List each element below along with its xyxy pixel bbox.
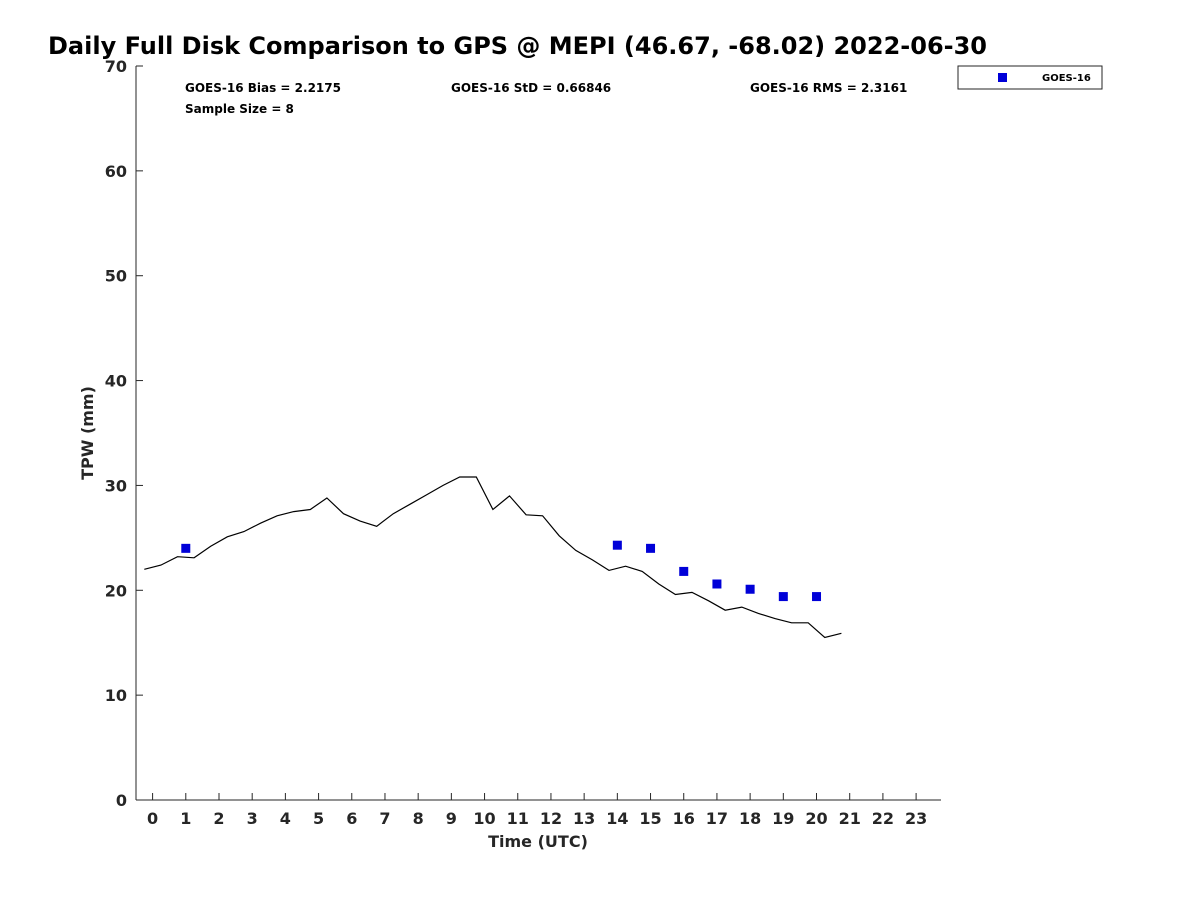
x-tick-label: 21 [839,809,861,828]
x-tick-label: 17 [706,809,728,828]
bias-stat: GOES-16 Bias = 2.2175 [185,81,341,95]
legend-marker-goes16 [998,73,1007,82]
x-tick-label: 0 [147,809,158,828]
goes16-point [646,543,656,553]
x-tick-label: 12 [540,809,562,828]
x-tick-label: 7 [379,809,390,828]
y-tick-label: 0 [116,791,127,810]
x-axis-label: Time (UTC) [488,832,588,851]
legend-box [957,65,1103,90]
x-tick-label: 14 [606,809,628,828]
goes16-point [679,566,689,576]
goes16-point [812,592,822,602]
x-tick-label: 16 [673,809,695,828]
x-tick-label: 2 [213,809,224,828]
x-tick-label: 15 [639,809,661,828]
y-axis-label: TPW (mm) [78,386,97,480]
y-tick-label: 10 [105,686,127,705]
sample-size-stat: Sample Size = 8 [185,102,294,116]
x-tick-label: 11 [507,809,529,828]
goes16-point [778,592,788,602]
series-layer [144,476,842,639]
goes16-point [181,543,191,553]
x-tick-label: 13 [573,809,595,828]
y-tick-label: 40 [105,372,127,391]
goes16-point [712,579,722,589]
x-tick-label: 5 [313,809,324,828]
plot-frame [136,66,941,800]
y-tick-label: 20 [105,581,127,600]
x-tick-label: 18 [739,809,761,828]
chart-title: Daily Full Disk Comparison to GPS @ MEPI… [48,32,987,60]
x-tick-label: 1 [180,809,191,828]
x-tick-label: 6 [346,809,357,828]
x-tick-label: 9 [446,809,457,828]
x-tick-label: 22 [872,809,894,828]
goes16-point [612,540,622,550]
y-tick-label: 30 [105,476,127,495]
x-tick-label: 10 [473,809,495,828]
gps-tpw-line [144,476,842,639]
goes16-point [745,584,755,594]
x-tick-label: 3 [247,809,258,828]
x-tick-label: 19 [772,809,794,828]
plot-area: 0 1 2 3 4 5 6 7 8 9 10 11 12 13 14 15 16 17 18 19 20 21 22 23 0… [105,57,941,828]
x-ticks: 0 1 2 3 4 5 6 7 8 9 10 11 12 13 14 15 16 17 18 19 20 21 22 23 [147,793,927,828]
legend: GOES-16 [957,65,1103,90]
legend-label-goes16: GOES-16 [1042,73,1091,84]
rms-stat: GOES-16 RMS = 2.3161 [750,81,907,95]
y-tick-label: 70 [105,57,127,76]
y-tick-label: 60 [105,162,127,181]
x-tick-label: 8 [413,809,424,828]
std-stat: GOES-16 StD = 0.66846 [451,81,611,95]
x-tick-label: 4 [280,809,291,828]
y-tick-label: 50 [105,267,127,286]
x-tick-label: 20 [805,809,827,828]
y-ticks: 0 10 20 30 40 50 60 70 [105,57,143,810]
x-tick-label: 23 [905,809,927,828]
